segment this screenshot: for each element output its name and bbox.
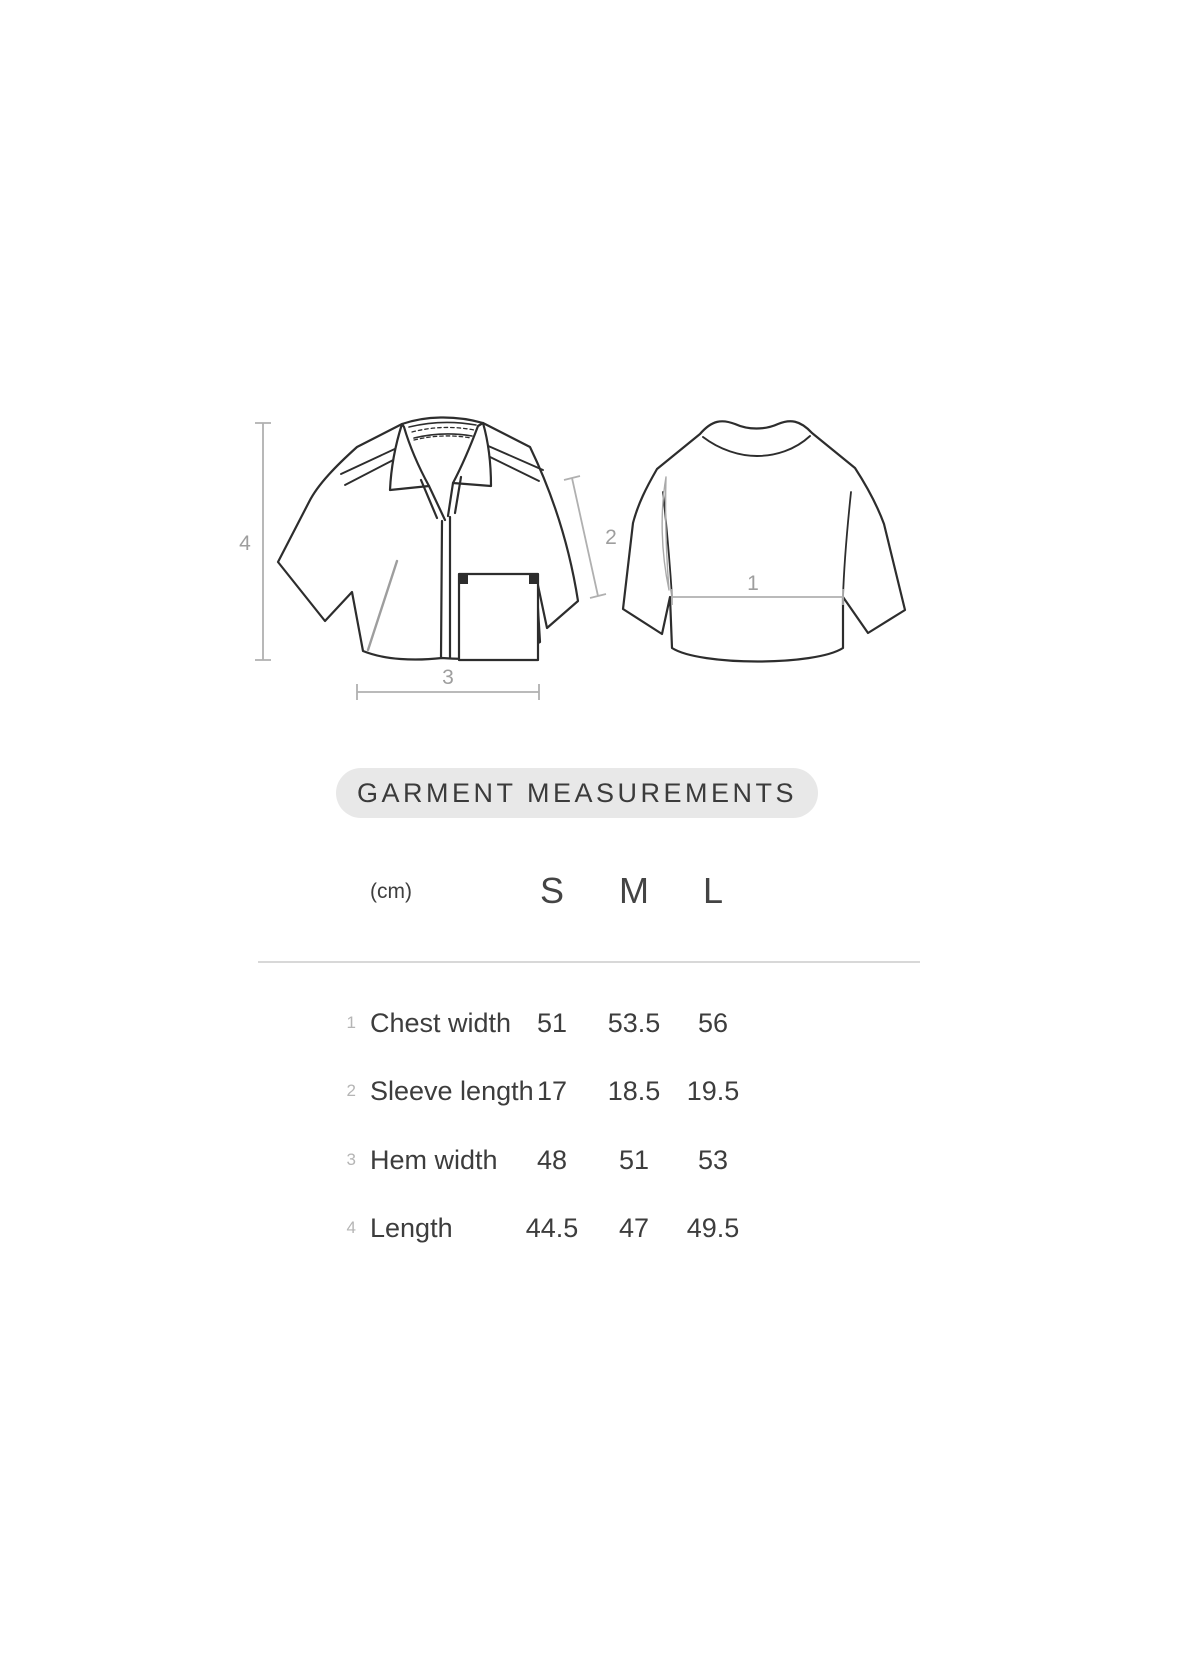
front-pocket-corner-right bbox=[529, 575, 537, 584]
row-value-l: 49.5 bbox=[686, 1213, 740, 1243]
garment-technical-drawing: 4 2 3 1 bbox=[239, 416, 907, 700]
measurement-marker-labels: 4 2 3 1 bbox=[239, 526, 759, 689]
row-value-l: 19.5 bbox=[686, 1076, 740, 1106]
row-value-l: 56 bbox=[697, 1008, 729, 1038]
chest-measure-line bbox=[671, 589, 844, 605]
section-title-pill: GARMENT MEASUREMENTS bbox=[336, 768, 818, 818]
back-hanger-loop bbox=[661, 476, 670, 591]
size-header-m: M bbox=[619, 870, 649, 911]
measurement-callouts bbox=[255, 422, 844, 700]
row-label: Hem width bbox=[370, 1145, 498, 1175]
front-view-drawing bbox=[276, 416, 580, 662]
row-value-m: 47 bbox=[618, 1213, 650, 1243]
marker-hem: 3 bbox=[442, 666, 454, 689]
row-label: Chest width bbox=[370, 1008, 512, 1038]
sleeve-measure-line bbox=[563, 475, 607, 599]
row-value-s: 48 bbox=[536, 1145, 568, 1175]
row-marker-number: 2 bbox=[346, 1081, 356, 1100]
row-value-s: 44.5 bbox=[525, 1213, 579, 1243]
row-label: Length bbox=[370, 1213, 453, 1243]
back-side-seams bbox=[662, 491, 852, 598]
section-title: GARMENT MEASUREMENTS bbox=[356, 777, 798, 808]
row-value-m: 51 bbox=[618, 1145, 650, 1175]
table-divider bbox=[258, 961, 920, 963]
unit-label: (cm) bbox=[370, 880, 412, 903]
table-row: 1 Chest width 51 53.5 56 bbox=[0, 1003, 1200, 1043]
size-header-l: L bbox=[702, 870, 724, 911]
table-row: 3 Hem width 48 51 53 bbox=[0, 1140, 1200, 1180]
front-pocket bbox=[457, 572, 540, 662]
row-value-m: 18.5 bbox=[607, 1076, 661, 1106]
front-pocket-corner-left bbox=[460, 575, 468, 584]
row-value-s: 17 bbox=[536, 1076, 568, 1106]
row-value-s: 51 bbox=[536, 1008, 568, 1038]
length-measure-line bbox=[255, 422, 271, 661]
row-label: Sleeve length bbox=[370, 1076, 534, 1106]
marker-chest: 1 bbox=[747, 572, 759, 595]
marker-sleeve: 2 bbox=[605, 526, 617, 549]
row-marker-number: 4 bbox=[346, 1218, 356, 1237]
front-neck-stitching bbox=[411, 426, 475, 441]
back-view-drawing bbox=[621, 420, 907, 663]
front-drape-line bbox=[366, 559, 399, 652]
hem-measure-line bbox=[356, 684, 540, 700]
front-neck-band bbox=[408, 421, 477, 439]
row-value-m: 53.5 bbox=[607, 1008, 661, 1038]
front-placket bbox=[439, 515, 452, 660]
row-marker-number: 3 bbox=[346, 1150, 356, 1169]
row-marker-number: 1 bbox=[346, 1013, 356, 1032]
back-collar-inner bbox=[702, 435, 811, 457]
row-value-l: 53 bbox=[697, 1145, 729, 1175]
table-row: 4 Length 44.5 47 49.5 bbox=[0, 1208, 1200, 1248]
table-row: 2 Sleeve length 17 18.5 19.5 bbox=[0, 1071, 1200, 1111]
size-header-s: S bbox=[539, 870, 564, 911]
front-shoulder-seams bbox=[340, 444, 544, 486]
back-body-outline bbox=[621, 420, 907, 663]
marker-length: 4 bbox=[239, 532, 251, 555]
front-vneck-lines bbox=[419, 475, 463, 522]
